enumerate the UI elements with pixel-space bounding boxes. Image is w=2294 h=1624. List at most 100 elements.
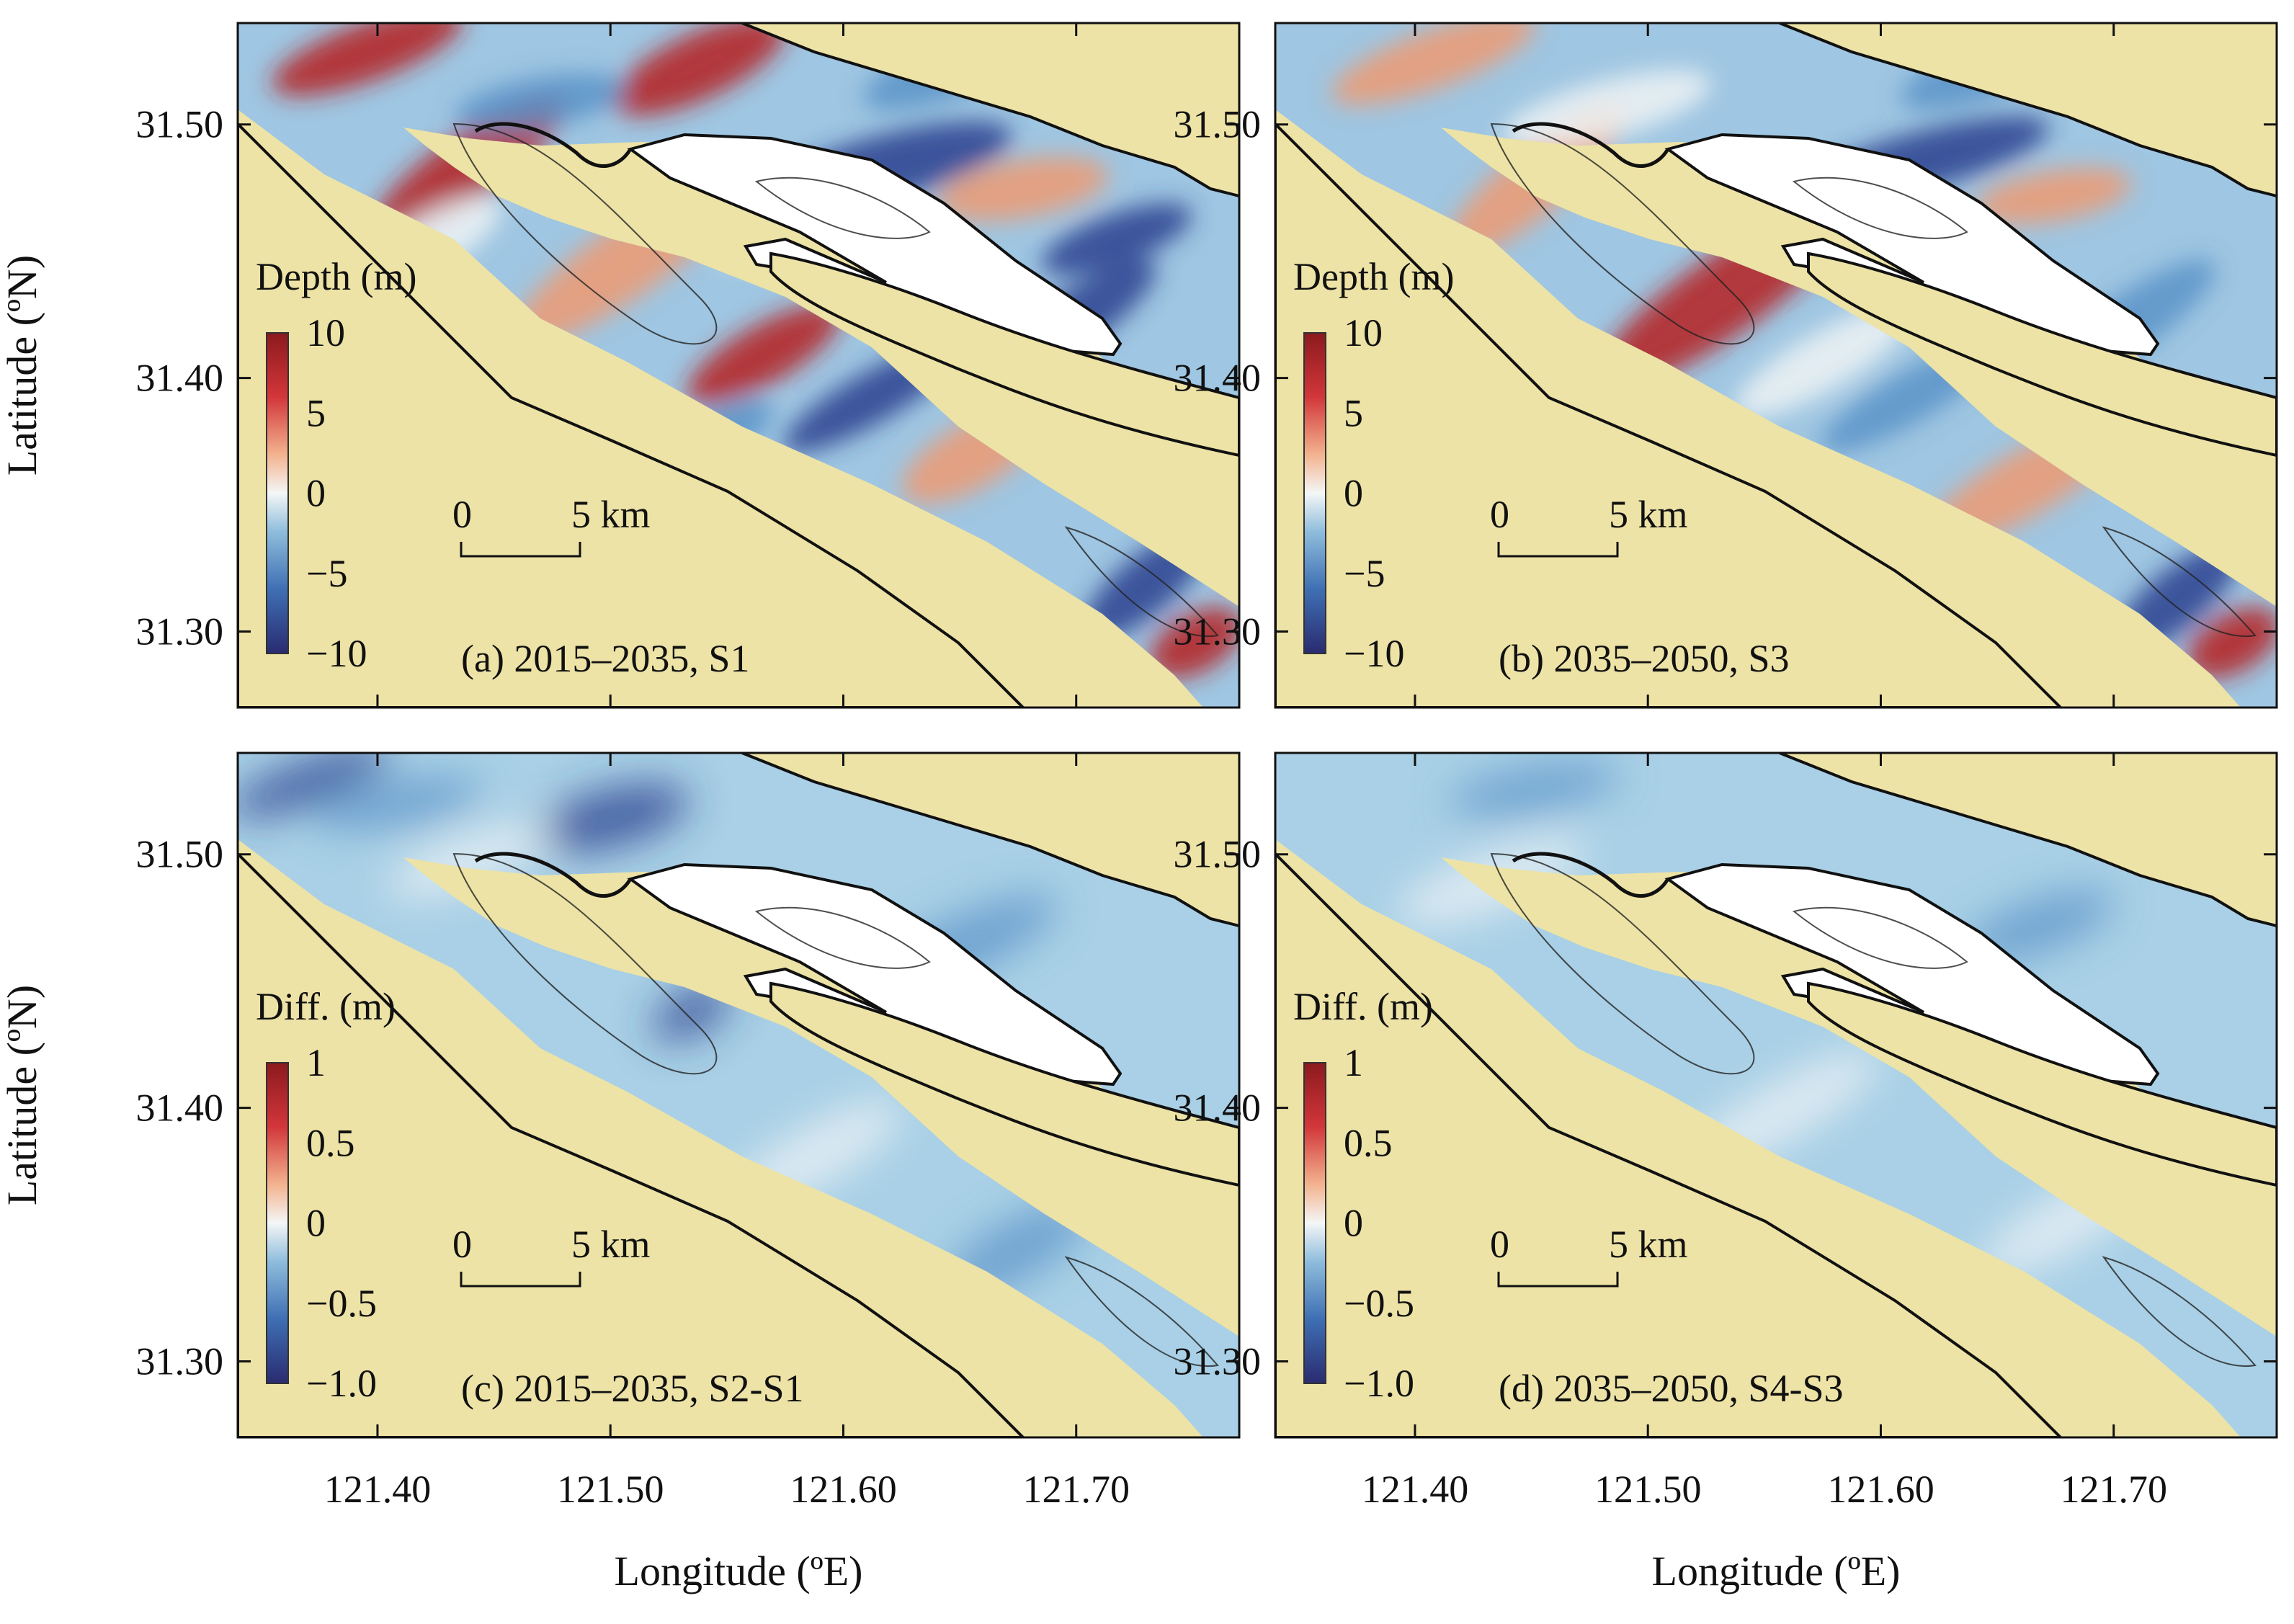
colorbar-title: Depth (m) <box>256 255 416 298</box>
x-tick-label: 121.50 <box>557 1468 664 1511</box>
shoal-contour <box>1512 122 1670 168</box>
anomaly-blob <box>455 73 626 132</box>
scalebar-end-label: 5 km <box>571 1223 651 1266</box>
colorbar <box>266 332 289 654</box>
map-body <box>238 23 1239 708</box>
colorbar-tick-label: 0.5 <box>1344 1121 1393 1164</box>
depth-contour <box>1064 526 1219 638</box>
colorbar-title: Diff. (m) <box>1293 985 1433 1028</box>
panel-frame <box>1274 22 2278 709</box>
x-tick-label: 121.70 <box>2060 1468 2167 1511</box>
x-tick-label: 121.60 <box>1827 1468 1934 1511</box>
x-tick-label: 121.50 <box>1594 1468 1702 1511</box>
map-body <box>1275 753 2277 1437</box>
y-tick-label: 31.50 <box>1174 103 1262 146</box>
north-shoreline <box>1779 23 2277 197</box>
shoal-contour <box>474 852 633 898</box>
map-body <box>1275 23 2277 708</box>
colorbar-tick-label: 10 <box>306 311 345 354</box>
y-tick-label: 31.50 <box>136 833 224 876</box>
y-tick-label: 31.30 <box>136 1339 224 1383</box>
depth-contour <box>1792 906 1968 969</box>
depth-contour <box>2102 1256 2257 1368</box>
x-tick-label: 121.60 <box>790 1468 897 1511</box>
shoal-contour <box>1512 852 1670 898</box>
colorbar-tick-label: 5 <box>306 391 326 434</box>
y-axis-label: Latitude (ºN) <box>0 255 45 476</box>
x-tick-label: 121.40 <box>1362 1468 1469 1511</box>
panel-frame <box>236 22 1241 709</box>
anomaly-blob <box>238 753 392 818</box>
scalebar-end-label: 5 km <box>571 493 651 536</box>
scalebar-end-label: 5 km <box>1609 1223 1688 1266</box>
colorbar-tick-label: −0.5 <box>306 1282 377 1325</box>
colorbar-tick-label: 0.5 <box>306 1121 355 1164</box>
depth-contour <box>1490 852 1755 1075</box>
anomaly-blob <box>535 783 689 852</box>
map-panel-b: Depth (m) 10 5 0 −5 −10 0 5 km (b) 2035–2050, S3… <box>1174 22 2278 709</box>
colorbar-title: Diff. (m) <box>256 985 396 1028</box>
anomaly-blob <box>652 983 731 1041</box>
north-shoreline <box>1779 753 2277 927</box>
colorbar-tick-label: 0 <box>306 1202 326 1245</box>
colorbar-tick-label: 1 <box>306 1041 326 1084</box>
colorbar-tick-label: −5 <box>1344 552 1385 595</box>
colorbar <box>1303 332 1326 654</box>
depth-contour <box>2102 526 2257 638</box>
anomaly-blob <box>1150 607 1239 679</box>
colorbar-tick-label: 0 <box>306 472 326 515</box>
scale-bar <box>1497 1272 1619 1288</box>
y-tick-label: 31.40 <box>1174 357 1262 400</box>
y-tick-label: 31.30 <box>1174 610 1262 653</box>
panel-frame <box>236 751 1241 1439</box>
y-tick-label: 31.40 <box>1174 1087 1262 1130</box>
y-tick-label: 31.30 <box>136 610 224 653</box>
colorbar-tick-label: 5 <box>1344 391 1363 434</box>
depth-contour <box>1792 177 1968 239</box>
scalebar-start-label: 0 <box>1490 1223 1509 1266</box>
north-shoreline <box>741 753 1239 927</box>
scale-bar <box>1497 542 1619 558</box>
anomaly-blob <box>687 304 840 405</box>
anomaly-blob <box>1449 762 1620 816</box>
anomaly-blob <box>272 23 463 96</box>
y-tick-label: 31.50 <box>1174 833 1262 876</box>
colorbar-tick-label: −1.0 <box>1344 1362 1414 1405</box>
anomaly-blob <box>311 777 482 830</box>
anomaly-blob <box>1963 890 2115 962</box>
anomaly-blob <box>386 823 550 899</box>
anomaly-blob <box>937 156 1109 221</box>
map-panel-a: Depth (m) 10 5 0 −5 −10 0 5 km (a) 2015–2035, S1… <box>0 22 1241 709</box>
colorbar <box>1303 1062 1326 1384</box>
depth-contour <box>754 177 931 239</box>
panel-caption: (d) 2035–2050, S4-S3 <box>1499 1367 1844 1410</box>
colorbar-tick-label: 1 <box>1344 1041 1363 1084</box>
anomaly-blob <box>1734 305 1911 419</box>
scalebar-start-label: 0 <box>452 1223 472 1266</box>
panel-caption: (a) 2015–2035, S1 <box>461 637 749 680</box>
colorbar-tick-label: −10 <box>306 632 367 675</box>
colorbar-tick-label: −0.5 <box>1344 1282 1414 1325</box>
colorbar-tick-label: 0 <box>1344 1202 1363 1245</box>
colorbar-tick-label: 0 <box>1344 472 1363 515</box>
panel-frame <box>1274 751 2278 1439</box>
field-anomalies <box>238 753 1086 1297</box>
scale-bar <box>460 542 581 558</box>
depth-contour <box>754 906 931 969</box>
anomaly-blob <box>612 23 785 116</box>
scale-bar <box>460 1272 581 1288</box>
x-tick-label: 121.40 <box>324 1468 432 1511</box>
colorbar-tick-label: −5 <box>306 552 347 595</box>
x-axis-label: Longitude (ºE) <box>1652 1548 1901 1594</box>
colorbar-tick-label: −1.0 <box>306 1362 377 1405</box>
x-tick-label: 121.70 <box>1022 1468 1130 1511</box>
anomaly-blob <box>1501 70 1712 149</box>
map-panel-c: Diff. (m) 1 0.5 0 −0.5 −1.0 0 5 km (c) 2015–2035… <box>0 751 1241 1594</box>
y-tick-label: 31.40 <box>136 357 224 400</box>
x-axis-label: Longitude (ºE) <box>615 1548 863 1594</box>
depth-contour <box>1064 1256 1219 1368</box>
depth-contour <box>1490 122 1755 345</box>
anomaly-blob <box>1975 167 2132 225</box>
anomaly-blob <box>2187 607 2277 679</box>
